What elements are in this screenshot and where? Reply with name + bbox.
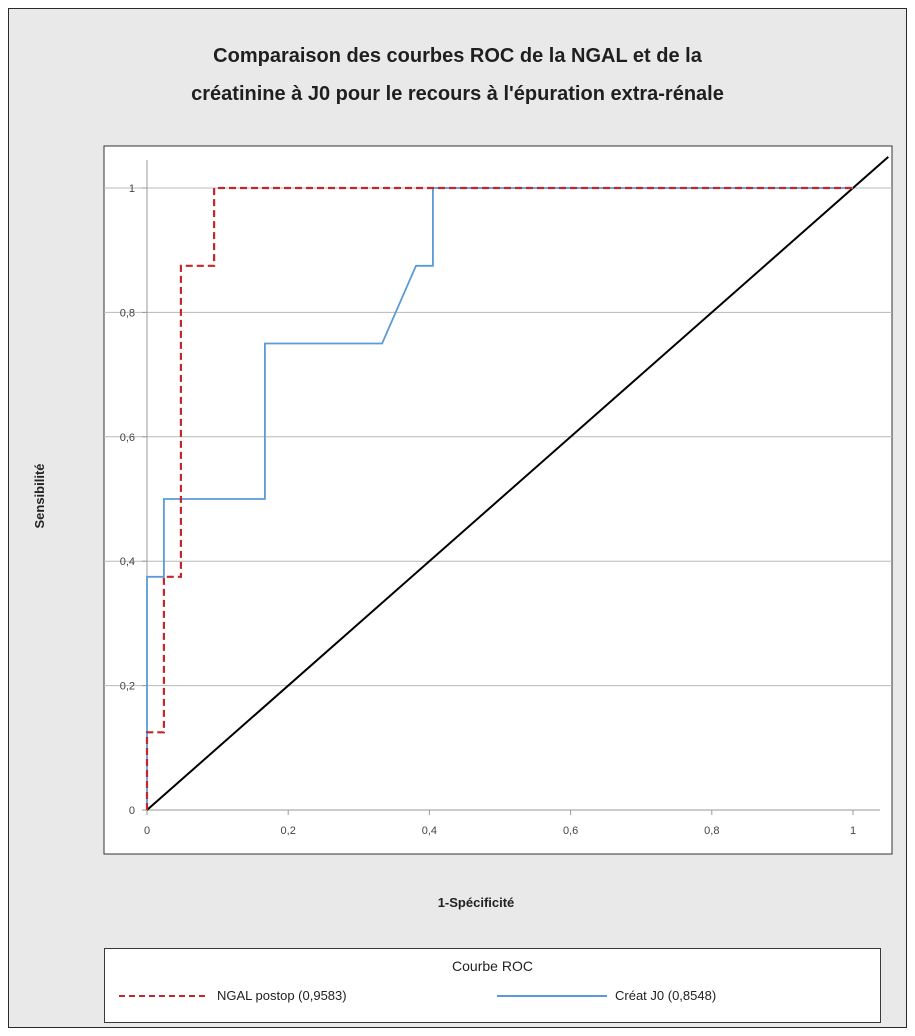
legend-title: Courbe ROC	[452, 958, 533, 974]
x-tick-label-1: 0,2	[281, 825, 296, 837]
y-tick-label-4: 0,8	[120, 307, 135, 319]
x-tick-label-2: 0,4	[422, 825, 437, 837]
y-axis-label: Sensibilité	[32, 463, 47, 528]
dashed-line-swatch-icon	[119, 994, 209, 997]
legend: Courbe ROC NGAL postop (0,9583) Créat J0…	[104, 948, 881, 1023]
legend-label-ngal: NGAL postop (0,9583)	[217, 988, 347, 1003]
x-tick-label-5: 1	[850, 825, 856, 837]
y-tick-label-2: 0,4	[120, 556, 135, 568]
legend-item-ngal: NGAL postop (0,9583)	[119, 988, 347, 1003]
series-lines	[145, 156, 889, 811]
tick-labels: 0 0,2 0,4 0,6 0,8 1 0 0,2 0,4 0,6 0,8 1	[120, 183, 856, 837]
x-tick-label-4: 0,8	[704, 825, 719, 837]
legend-item-creat: Créat J0 (0,8548)	[497, 988, 716, 1003]
y-tick-label-5: 1	[129, 183, 135, 195]
y-tick-label-1: 0,2	[120, 681, 135, 693]
y-tick-label-3: 0,6	[120, 432, 135, 444]
x-tick-label-3: 0,6	[563, 825, 578, 837]
creat-roc-line	[146, 187, 853, 810]
solid-line-swatch-icon	[497, 994, 607, 997]
y-tick-label-0: 0	[129, 805, 135, 817]
x-axis-label: 1-Spécificité	[438, 895, 515, 910]
ngal-roc-line	[145, 186, 853, 810]
reference-diagonal-line	[146, 156, 889, 811]
chart-title: Comparaison des courbes ROC de la NGAL e…	[0, 37, 915, 113]
chart-title-line-1: Comparaison des courbes ROC de la NGAL e…	[213, 45, 702, 67]
chart-title-line-2: créatinine à J0 pour le recours à l'épur…	[191, 83, 724, 105]
x-tick-label-0: 0	[144, 825, 150, 837]
legend-label-creat: Créat J0 (0,8548)	[615, 988, 717, 1003]
